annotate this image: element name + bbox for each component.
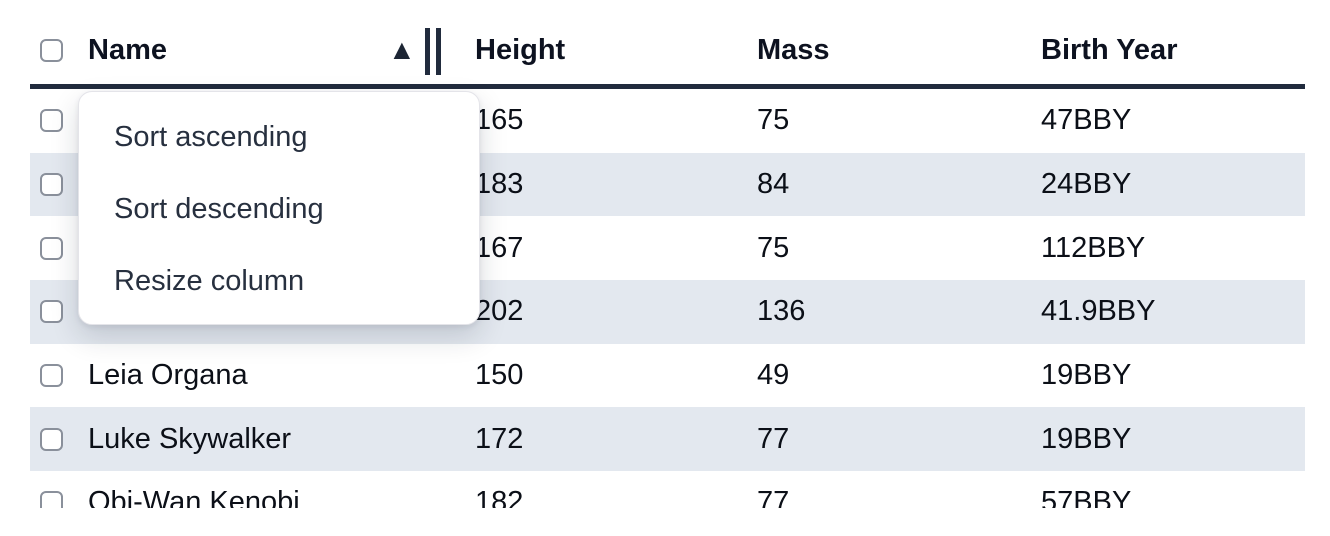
table-row[interactable]: Leia Organa 150 49 19BBY [30,344,1305,408]
mass-cell: 75 [757,231,790,264]
checkbox-cell [30,300,78,324]
resize-handle-bar [436,28,441,75]
birth-year-cell: 47BBY [1041,104,1132,137]
name-cell: Leia Organa [88,359,248,392]
column-header-birth-year[interactable]: Birth Year [1028,34,1305,67]
height-cell: 182 [475,486,524,508]
column-header-height-label: Height [475,33,566,66]
table-header-row: Name ▲ Height Mass Birth Year [30,0,1305,89]
table-row[interactable]: Obi-Wan Kenobi 182 77 57BBY [30,471,1305,508]
checkbox-cell [30,236,78,260]
mass-cell: 75 [757,104,790,137]
column-header-name[interactable]: Name [78,34,462,67]
row-checkbox[interactable] [40,173,63,197]
menu-item-sort-descending[interactable]: Sort descending [114,192,324,225]
table-row[interactable]: 167 75 112BBY [30,216,1305,280]
name-cell: Luke Skywalker [88,422,292,455]
sort-ascending-icon: ▲ [388,34,416,65]
column-resize-handle[interactable] [425,28,441,75]
column-header-mass-label: Mass [757,33,830,66]
height-cell: 172 [475,422,524,455]
birth-year-cell: 41.9BBY [1041,295,1156,328]
column-header-height[interactable]: Height [462,34,744,67]
height-cell: 202 [475,295,524,328]
checkbox-cell [30,364,78,388]
height-cell: 150 [475,359,524,392]
resize-handle-bar [425,28,430,75]
mass-cell: 77 [757,422,790,455]
height-cell: 167 [475,231,524,264]
column-header-mass[interactable]: Mass [744,34,1028,67]
menu-item-sort-ascending[interactable]: Sort ascending [114,120,308,153]
table-row[interactable]: 165 75 47BBY [30,89,1305,153]
checkbox-cell [30,173,78,197]
column-context-menu: Sort ascending Sort descending Resize co… [78,91,480,325]
row-checkbox[interactable] [40,109,63,133]
row-checkbox[interactable] [40,491,63,508]
row-checkbox[interactable] [40,236,63,260]
checkbox-cell [30,109,78,133]
height-cell: 165 [475,104,524,137]
name-cell: Obi-Wan Kenobi [88,486,300,508]
birth-year-cell: 112BBY [1041,231,1146,264]
table-row[interactable]: Luke Skywalker 172 77 19BBY [30,407,1305,472]
birth-year-cell: 19BBY [1041,359,1132,392]
mass-cell: 136 [757,295,806,328]
birth-year-cell: 19BBY [1041,422,1132,455]
mass-cell: 49 [757,359,790,392]
row-checkbox[interactable] [40,300,63,324]
select-all-checkbox[interactable] [40,38,63,62]
checkbox-cell [30,427,78,451]
menu-item-resize-column[interactable]: Resize column [114,264,305,297]
row-checkbox[interactable] [40,427,63,451]
mass-cell: 84 [757,168,790,201]
column-header-birth-year-label: Birth Year [1041,33,1178,66]
birth-year-cell: 57BBY [1041,486,1132,508]
birth-year-cell: 24BBY [1041,168,1132,201]
row-checkbox[interactable] [40,364,63,388]
checkbox-cell [30,491,78,508]
header-checkbox-cell [30,38,78,62]
column-header-name-label: Name [88,33,167,66]
height-cell: 183 [475,168,524,201]
mass-cell: 77 [757,486,790,508]
